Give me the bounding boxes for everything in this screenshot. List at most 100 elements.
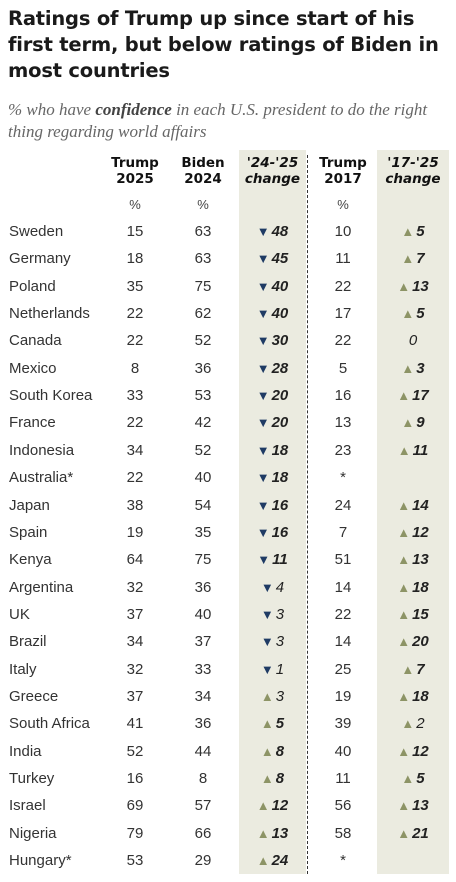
value-trump2017: 14	[334, 633, 352, 651]
cell-change2425: ▼ 48	[239, 218, 306, 245]
value-trump2025: 16	[126, 770, 144, 787]
value-biden2024: 36	[194, 359, 212, 377]
value-trump2017: *	[340, 469, 346, 487]
table-row: South Africa 41 36 39 ▲ 5 ▲ 2	[0, 710, 456, 737]
triangle-up-icon: ▲	[397, 579, 411, 595]
triangle-up-icon: ▲	[397, 552, 411, 568]
cell-change1725: ▲ 2	[377, 710, 449, 737]
value-biden2024: 40	[194, 605, 212, 623]
change-value-change1725: 13	[412, 551, 429, 569]
value-trump2017: 14	[334, 578, 352, 596]
value-trump2025: 22	[126, 305, 144, 323]
triangle-up-icon: ▲	[401, 415, 415, 431]
pct-trump-2017: %	[337, 197, 349, 212]
change-value-change1725: 7	[416, 250, 425, 268]
table-row: Canada 22 52 22 ▼ 30 0	[0, 327, 456, 354]
change-value-change2425: 18	[271, 469, 289, 487]
change-value-change2425: 40	[271, 277, 289, 295]
header-biden-2024: Biden 2024	[181, 155, 225, 187]
value-biden2024: 52	[194, 332, 212, 350]
triangle-down-icon: ▼	[256, 278, 270, 294]
header-change-2425: '24-'25 change	[244, 155, 301, 187]
column-divider	[307, 155, 308, 874]
triangle-down-icon: ▼	[256, 360, 270, 376]
table-row: Sweden 15 63 10 ▼ 48 ▲ 5	[0, 218, 456, 245]
cell-change1725: ▲ 5	[377, 218, 449, 245]
country-label: Nigeria	[9, 824, 57, 842]
country-label: Brazil	[9, 633, 47, 651]
country-label: Netherlands	[9, 305, 90, 323]
triangle-down-icon: ▼	[256, 251, 270, 267]
cell-change1725: ▲ 12	[377, 738, 449, 765]
cell-change1725: ▲ 18	[377, 574, 449, 601]
value-biden2024: 66	[194, 824, 212, 842]
triangle-down-icon: ▼	[256, 306, 270, 322]
change-value-change1725: 18	[412, 578, 429, 596]
table-row: Greece 37 34 19 ▲ 3 ▲ 18	[0, 683, 456, 710]
subtitle-bold: confidence	[95, 100, 172, 119]
change-value-change2425: 28	[271, 359, 289, 377]
value-biden2024: 40	[194, 469, 212, 487]
value-trump2017: 16	[334, 387, 352, 405]
chart-subtitle: % who have confidence in each U.S. presi…	[8, 99, 452, 143]
triangle-up-icon: ▲	[397, 388, 411, 404]
cell-change1725: ▲ 13	[377, 546, 449, 573]
triangle-up-icon: ▲	[397, 442, 411, 458]
country-label: Canada	[9, 332, 62, 350]
country-label: Israel	[9, 797, 46, 815]
cell-change1725	[377, 847, 449, 874]
value-biden2024: 44	[194, 742, 212, 760]
value-trump2017: 25	[334, 660, 352, 678]
cell-change2425: ▼ 40	[239, 273, 306, 300]
change-value-change1725: 14	[412, 496, 429, 514]
triangle-up-icon: ▲	[397, 634, 411, 650]
subtitle-post: in each U.S. president to do the right t…	[8, 100, 428, 141]
cell-change1725: ▲ 13	[377, 792, 449, 819]
country-label: France	[9, 414, 56, 432]
change-value-change2425: 18	[271, 441, 289, 459]
triangle-up-icon: ▲	[401, 360, 415, 376]
value-biden2024: 53	[194, 387, 212, 405]
change-value-change1725: 11	[412, 441, 429, 459]
cell-change2425: ▲ 24	[239, 847, 306, 874]
cell-change1725: ▲ 5	[377, 765, 449, 792]
change-value-change1725: 20	[412, 633, 429, 651]
change-value-change2425: 1	[275, 660, 285, 678]
triangle-up-icon: ▲	[401, 771, 415, 786]
country-label: Sweden	[9, 223, 64, 240]
table-row: Spain 19 35 7 ▼ 16 ▲ 12	[0, 519, 456, 546]
value-trump2017: 10	[334, 223, 352, 240]
triangle-up-icon: ▲	[401, 661, 415, 677]
table-row: Brazil 34 37 14 ▼ 3 ▲ 20	[0, 628, 456, 655]
value-trump2025: 8	[130, 359, 140, 377]
country-label: Germany	[9, 250, 71, 268]
table-row: Germany 18 63 11 ▼ 45 ▲ 7	[0, 245, 456, 272]
change-value-change1725: 5	[416, 305, 425, 323]
value-biden2024: 62	[194, 305, 212, 323]
value-biden2024: 35	[194, 523, 212, 541]
table-row: South Korea 33 53 16 ▼ 20 ▲ 17	[0, 382, 456, 409]
triangle-down-icon: ▼	[256, 388, 270, 404]
cell-change1725: ▲ 7	[377, 656, 449, 683]
triangle-down-icon: ▼	[256, 224, 270, 239]
cell-change2425: ▼ 30	[239, 327, 306, 354]
triangle-down-icon: ▼	[260, 579, 274, 595]
cell-change1725: ▲ 9	[377, 409, 449, 436]
change-value-change1725: 0	[408, 332, 418, 350]
value-biden2024: 36	[194, 578, 212, 596]
triangle-down-icon: ▼	[260, 661, 274, 677]
cell-change2425: ▼ 16	[239, 492, 306, 519]
country-label: Turkey	[9, 770, 55, 787]
value-trump2025: 19	[126, 523, 144, 541]
change-value-change1725: 7	[416, 660, 425, 678]
change-value-change2425: 16	[271, 496, 289, 514]
triangle-up-icon: ▲	[401, 716, 415, 732]
value-trump2025: 79	[126, 824, 144, 842]
cell-change2425: ▼ 40	[239, 300, 306, 327]
value-trump2017: 40	[334, 742, 352, 760]
change-value-change2425: 40	[271, 305, 289, 323]
value-trump2017: 24	[334, 496, 352, 514]
cell-change2425: ▼ 11	[239, 546, 306, 573]
header-trump-2017: Trump 2017	[319, 155, 367, 187]
value-biden2024: 42	[194, 414, 212, 432]
